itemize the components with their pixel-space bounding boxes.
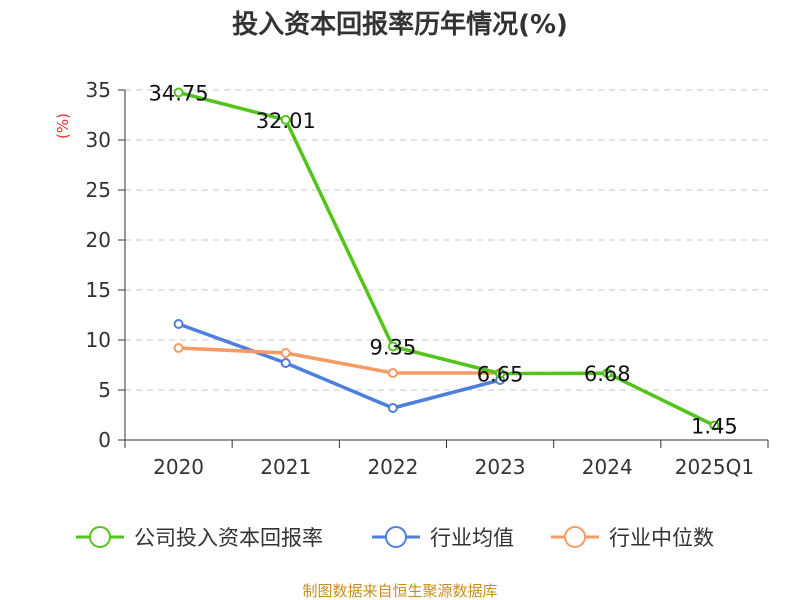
- data-point-s0-2024: [602, 368, 613, 379]
- data-label-2022: 9.35: [370, 336, 417, 360]
- data-labels: 34.75 32.01 9.35 6.65 6.68 1.45: [149, 82, 738, 439]
- x-tick-label-2023: 2023: [475, 455, 526, 479]
- legend[interactable]: 公司投入资本回报率 行业均值 行业中位数: [76, 526, 714, 550]
- data-point-s0-2025Q1: [709, 420, 720, 431]
- data-point-s1-2020: [173, 319, 184, 329]
- y-tick-label-25: 25: [86, 178, 111, 202]
- y-tick-label-10: 10: [86, 328, 111, 352]
- data-point-s1-2022: [387, 403, 398, 413]
- data-point-s2-2022: [387, 368, 398, 378]
- data-label-2025Q1: 1.45: [691, 415, 738, 439]
- series-line-0: [178, 90, 716, 428]
- legend-marker-2: [564, 526, 586, 548]
- chart-title: 投入资本回报率历年情况(%): [232, 9, 568, 40]
- y-axis-label: (%): [54, 113, 72, 139]
- legend-label-1: 行业均值: [430, 526, 514, 550]
- series-layer: [173, 87, 720, 431]
- data-point-s0-2020: [173, 87, 184, 98]
- y-tick-label-15: 15: [86, 278, 111, 302]
- data-point-s0-2022: [387, 341, 398, 352]
- data-point-s0-2021: [280, 114, 291, 125]
- data-point-s2-2020: [173, 343, 184, 353]
- series-line-1: [178, 322, 501, 410]
- x-tick-label-2020: 2020: [153, 455, 204, 479]
- y-tick-label-0: 0: [98, 428, 111, 452]
- data-label-2023: 6.65: [477, 363, 524, 387]
- x-tick-label-2021: 2021: [260, 455, 311, 479]
- data-label-2020: 34.75: [149, 82, 209, 106]
- data-label-2024: 6.68: [584, 362, 631, 386]
- data-point-s1-2021: [280, 358, 291, 368]
- y-tick-label-35: 35: [86, 78, 111, 102]
- legend-marker-0: [89, 526, 111, 548]
- axes: 0 5 10 15 20 25 30 35 2020 2021 2022 2023 2024 2025Q1: [86, 78, 769, 479]
- x-tick-label-2024: 2024: [582, 455, 633, 479]
- x-tick-label-2022: 2022: [367, 455, 418, 479]
- data-point-s0-2023: [495, 368, 506, 379]
- legend-label-0: 公司投入资本回报率: [134, 526, 323, 550]
- legend-marker-1: [385, 526, 407, 548]
- gridlines: [125, 89, 768, 391]
- series-line-2: [178, 346, 501, 375]
- y-tick-label-30: 30: [86, 128, 111, 152]
- data-label-2021: 32.01: [256, 109, 316, 133]
- y-tick-label-5: 5: [98, 378, 111, 402]
- legend-label-2: 行业中位数: [609, 526, 714, 550]
- source-note: 制图数据来自恒生聚源数据库: [302, 582, 497, 600]
- y-tick-label-20: 20: [86, 228, 111, 252]
- data-point-s2-2021: [280, 348, 291, 358]
- x-tick-label-2025Q1: 2025Q1: [675, 455, 754, 479]
